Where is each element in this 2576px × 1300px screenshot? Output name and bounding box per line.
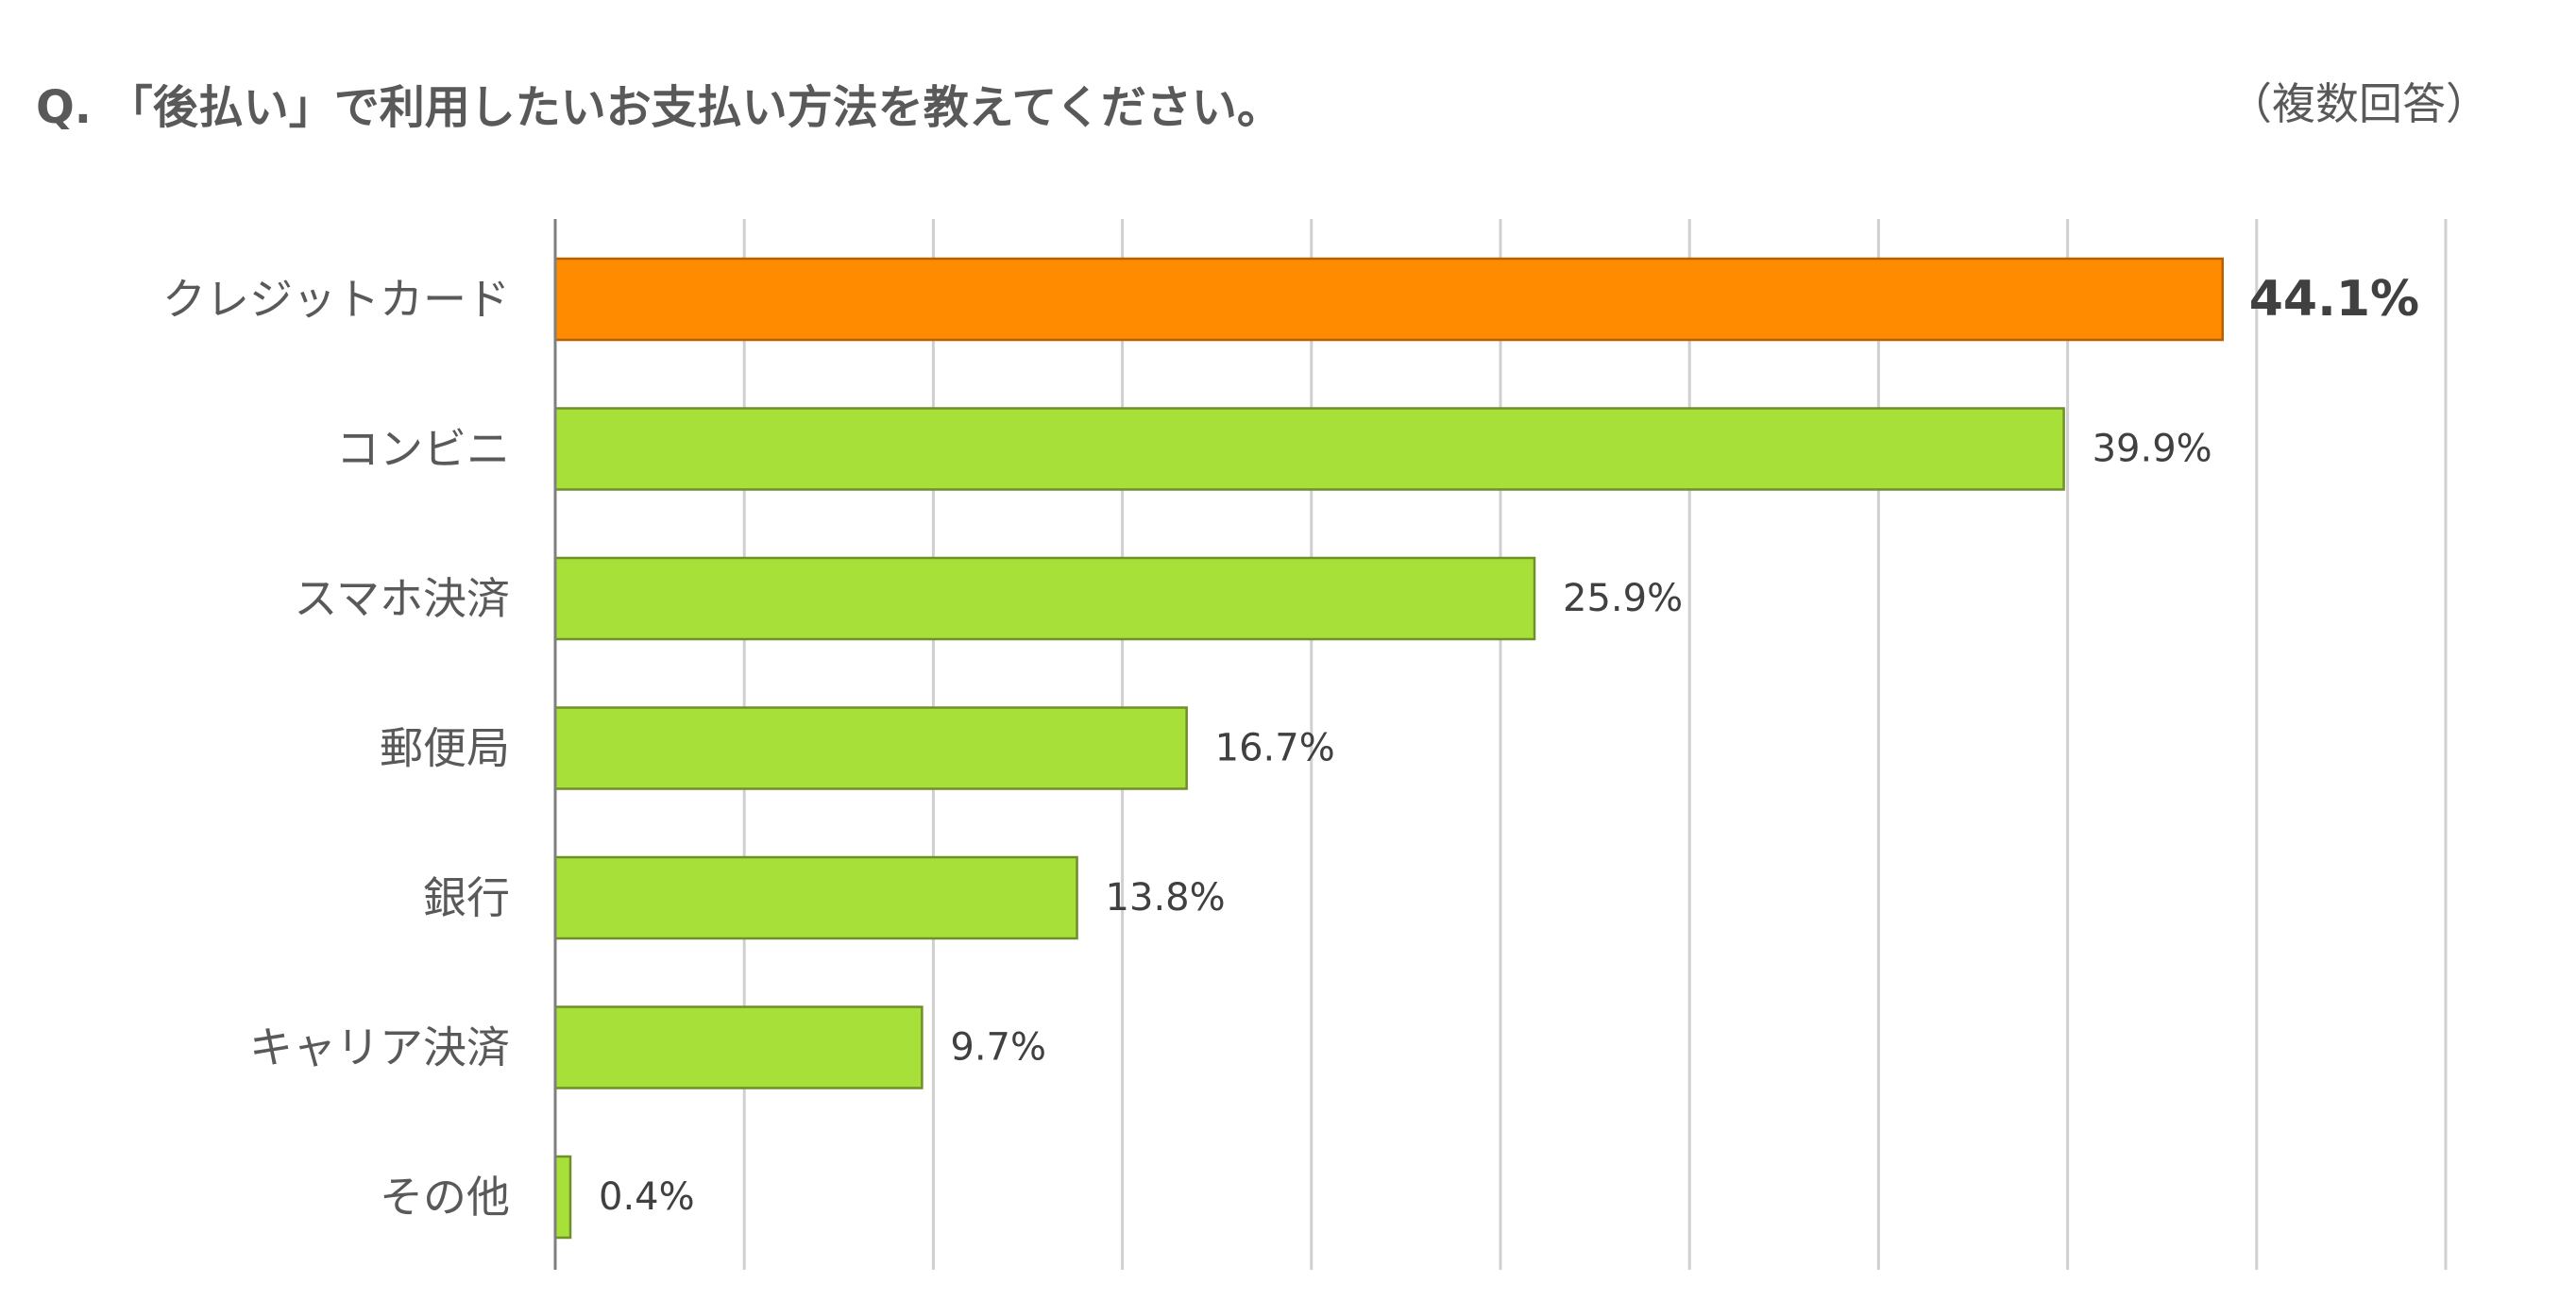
category-label: 銀行	[423, 872, 510, 923]
value-label: 44.1%	[2249, 271, 2419, 328]
category-label: コンビニ	[336, 424, 510, 475]
value-label: 0.4%	[599, 1175, 695, 1219]
bars	[553, 257, 2225, 1240]
bar	[553, 706, 1188, 790]
value-label: 16.7%	[1215, 727, 1335, 770]
category-label: その他	[380, 1172, 510, 1223]
value-label: 9.7%	[950, 1026, 1046, 1070]
bar	[553, 556, 1536, 641]
value-label: 25.9%	[1563, 577, 1683, 620]
category-label: キャリア決済	[249, 1022, 510, 1073]
category-label: スマホ決済	[294, 573, 510, 624]
value-label: 13.8%	[1106, 876, 1226, 920]
category-label: 郵便局	[380, 723, 510, 774]
bar	[553, 1155, 572, 1240]
bar	[553, 407, 2065, 491]
value-label: 39.9%	[2093, 428, 2212, 471]
bar	[553, 257, 2225, 342]
bar	[553, 855, 1078, 940]
value-labels: 44.1% 39.9% 25.9% 16.7% 13.8% 9.7% 0.4%	[599, 271, 2419, 1219]
category-label: クレジットカード	[162, 274, 510, 325]
bar	[553, 1005, 924, 1089]
chart-title: Q. 「後払い」で利用したいお支払い方法を教えてください。	[36, 81, 1282, 134]
chart-note: （複数回答）	[2229, 78, 2489, 129]
